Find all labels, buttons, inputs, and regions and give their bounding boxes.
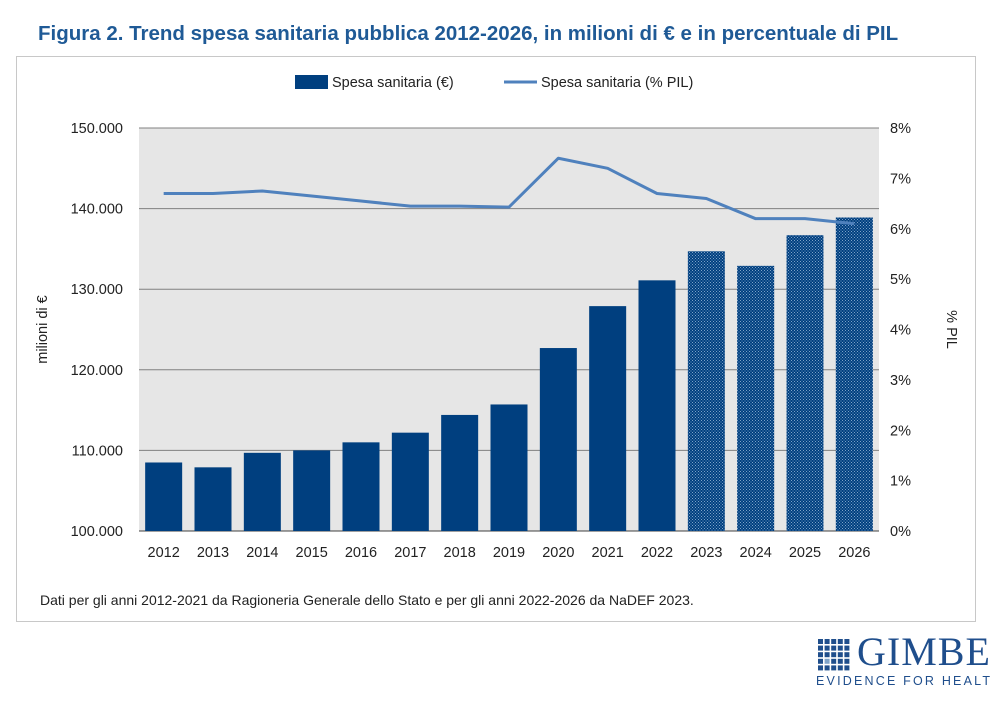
bar [539,348,577,531]
logo-dot [844,652,850,658]
logo-dot [818,665,823,671]
logo-dot [837,658,843,664]
bar [638,280,676,531]
logo-dot [818,639,823,644]
x-tick-label: 2022 [641,545,673,561]
x-tick-label: 2012 [148,545,180,561]
logo-dot [824,665,830,671]
logo-dot [837,639,843,644]
y2-tick-label: 0% [890,524,911,540]
gimbe-logo: GIMBE EVIDENCE FOR HEALTH [815,630,993,691]
bar [293,450,331,531]
logo-tagline: EVIDENCE FOR HEALTH [816,674,993,688]
logo-dot [831,658,837,664]
y2-tick-label: 1% [890,474,911,490]
logo-dot [837,652,843,658]
bar [490,404,528,531]
source-note: Dati per gli anni 2012-2021 da Ragioneri… [40,592,694,608]
bar [342,442,380,531]
y-tick-label: 140.000 [71,202,123,218]
x-tick-label: 2018 [444,545,476,561]
x-tick-label: 2021 [592,545,624,561]
y-tick-label: 150.000 [71,121,123,137]
y-tick-label: 130.000 [71,282,123,298]
x-tick-label: 2019 [493,545,525,561]
x-tick-label: 2014 [246,545,278,561]
x-tick-label: 2024 [740,545,772,561]
x-tick-label: 2023 [690,545,722,561]
bar [737,265,775,531]
logo-dot [844,665,850,671]
logo-dot [831,645,837,651]
y2-axis-title: % PIL [943,310,959,349]
y2-tick-label: 6% [890,222,911,238]
bar [194,467,232,531]
logo-dot [818,658,823,664]
bar [243,452,281,531]
y-tick-label: 110.000 [72,443,123,459]
bar [441,414,479,531]
figure-title: Figura 2. Trend spesa sanitaria pubblica… [38,22,899,45]
logo-dot [818,652,823,658]
bar [391,432,429,531]
y2-tick-label: 8% [890,121,911,137]
x-tick-label: 2017 [394,545,426,561]
logo-dot [818,645,823,651]
bar [589,306,627,531]
logo-dot [831,652,837,658]
y2-tick-label: 3% [890,373,911,389]
legend-bar-label: Spesa sanitaria (€) [332,75,454,91]
logo-dot [831,665,837,671]
bar [145,462,183,531]
x-tick-label: 2020 [542,545,574,561]
combo-chart: 100.000 110.000 120.000 130.000 140.000 150.0… [35,75,959,561]
chart-frame: 100.000 110.000 120.000 130.000 140.000 150.0… [16,56,976,622]
x-tick-label: 2015 [296,545,328,561]
y2-tick-label: 2% [890,423,911,439]
pil-line [163,156,855,226]
logo-dot [824,645,830,651]
logo-dot [824,639,830,644]
x-tick-label: 2026 [838,545,870,561]
logo-dot [837,665,843,671]
y2-tick-label: 7% [890,171,911,187]
bar [835,217,873,531]
y2-tick-label: 4% [890,323,911,339]
logo-dot [844,645,850,651]
legend-bar-swatch [295,75,328,89]
logo-dot [831,639,837,644]
gimbe-grid-icon [818,639,850,671]
legend-line-label: Spesa sanitaria (% PIL) [541,75,693,91]
logo-dot [837,645,843,651]
y-axis-title: milioni di € [35,295,51,364]
bar [786,235,824,531]
x-tick-label: 2016 [345,545,377,561]
x-tick-label: 2013 [197,545,229,561]
logo-dot [824,658,830,664]
bar [687,251,725,531]
y-tick-label: 100.000 [71,524,123,540]
logo-dot [844,639,850,644]
x-tick-label: 2025 [789,545,821,561]
y2-tick-label: 5% [890,272,911,288]
logo-dot [824,652,830,658]
logo-wordmark: GIMBE [857,629,991,674]
y-tick-label: 120.000 [71,363,123,379]
logo-dot [844,658,850,664]
